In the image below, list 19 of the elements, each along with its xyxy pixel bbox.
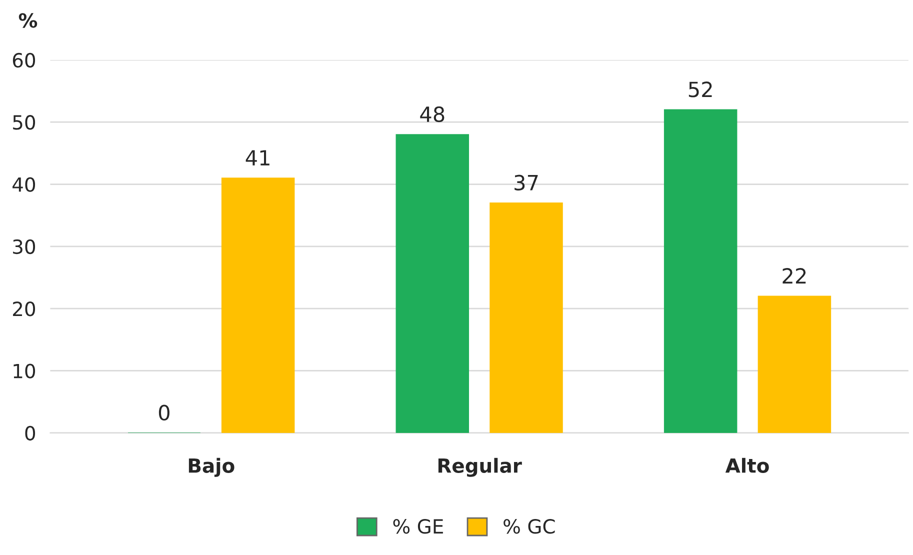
data-label: 22 [782,268,806,284]
legend-label: % GC [504,519,555,534]
data-label: 0 [158,404,170,421]
data-label: 41 [246,150,270,166]
y-tick-label: 40 [12,177,36,192]
y-tick-label: 50 [13,115,36,130]
y-axis-title: % [18,13,38,28]
y-tick-label: 0 [25,426,36,441]
legend-label: % GE [393,519,443,534]
x-tick-label: Bajo [188,458,234,477]
data-label: 52 [688,82,712,98]
data-label: 48 [420,106,444,122]
data-label: 37 [514,174,538,191]
y-tick-label: 60 [12,52,36,68]
y-tick-label: 10 [14,364,36,378]
x-tick-label: Alto [725,458,769,473]
x-tick-label: Regular [438,458,522,477]
y-tick-label: 30 [13,239,36,254]
y-tick-label: 20 [13,302,36,316]
